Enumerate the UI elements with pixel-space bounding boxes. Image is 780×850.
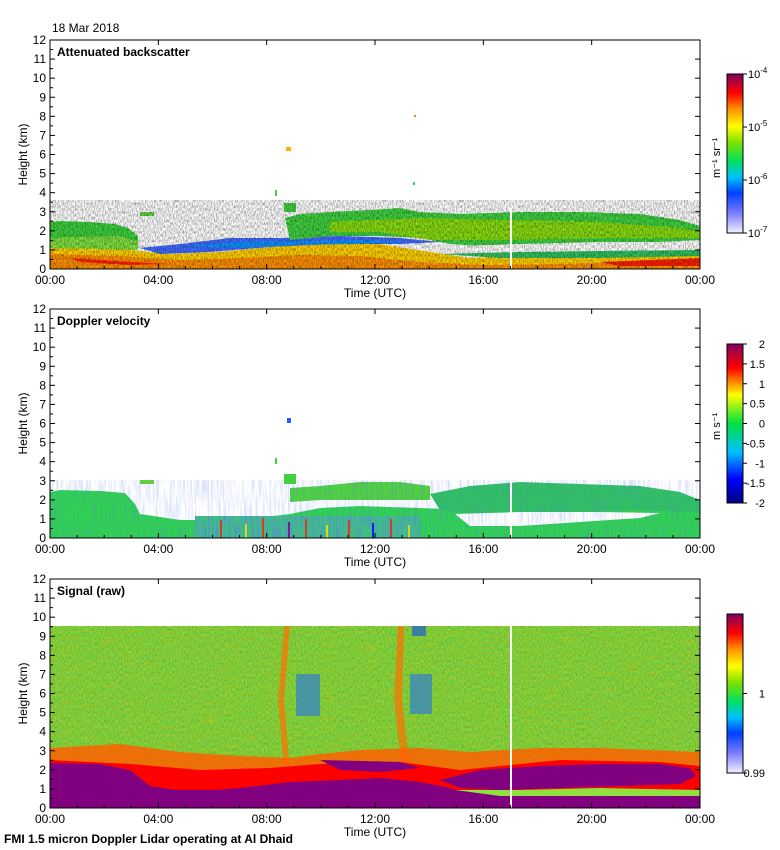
x-tick-label: 16:00 bbox=[468, 812, 498, 826]
y-tick-label: 11 bbox=[34, 52, 47, 66]
y-axis-label: Height (km) bbox=[16, 662, 30, 724]
x-tick-label: 04:00 bbox=[143, 273, 173, 287]
panel-title-backscatter: Attenuated backscatter bbox=[57, 45, 190, 59]
y-tick-label: 6 bbox=[39, 417, 46, 431]
colorbar-label-velocity: m s⁻¹ bbox=[711, 412, 723, 440]
x-tick-label: 00:00 bbox=[685, 812, 715, 826]
colorbar-tick-label: 10-5 bbox=[748, 119, 768, 134]
x-axis-label: Time (UTC) bbox=[344, 825, 406, 839]
y-tick-label: 0 bbox=[39, 801, 46, 815]
y-tick-label: 7 bbox=[39, 397, 46, 411]
colorbar-tick-label: -1 bbox=[755, 458, 765, 470]
y-tick-label: 2 bbox=[39, 224, 46, 238]
panel-title-signal: Signal (raw) bbox=[57, 584, 125, 598]
y-tick-label: 4 bbox=[39, 455, 46, 469]
colorbar-signal bbox=[726, 613, 744, 774]
x-tick-label: 04:00 bbox=[143, 812, 173, 826]
heatmap-backscatter bbox=[50, 115, 700, 269]
x-tick-label: 20:00 bbox=[577, 812, 607, 826]
colorbar-label-backscatter: m⁻¹ sr⁻¹ bbox=[711, 137, 723, 178]
y-tick-label: 10 bbox=[33, 71, 47, 85]
footer-caption: FMI 1.5 micron Doppler Lidar operating a… bbox=[4, 832, 293, 846]
heatmap-velocity bbox=[50, 418, 700, 538]
y-axis-label: Height (km) bbox=[16, 123, 30, 185]
y-tick-label: 9 bbox=[39, 629, 46, 643]
x-tick-label: 04:00 bbox=[143, 542, 173, 556]
y-tick-label: 4 bbox=[39, 725, 46, 739]
x-tick-label: 12:00 bbox=[360, 542, 390, 556]
y-tick-label: 5 bbox=[39, 436, 46, 450]
y-tick-label: 7 bbox=[39, 128, 46, 142]
y-tick-label: 1 bbox=[39, 243, 46, 257]
y-tick-label: 0 bbox=[39, 531, 46, 545]
y-tick-label: 2 bbox=[39, 493, 46, 507]
y-tick-label: 12 bbox=[33, 572, 47, 586]
y-tick-label: 8 bbox=[39, 648, 46, 662]
colorbar-tick-label: 0 bbox=[759, 419, 765, 431]
colorbar-tick-label: 10-7 bbox=[748, 225, 768, 240]
y-tick-label: 3 bbox=[39, 205, 46, 219]
colorbar-tick-label: 0.5 bbox=[750, 399, 765, 411]
y-tick-label: 9 bbox=[39, 90, 46, 104]
y-tick-label: 3 bbox=[39, 744, 46, 758]
colorbar-tick-label: -0.5 bbox=[746, 438, 765, 450]
x-tick-label: 00:00 bbox=[685, 273, 715, 287]
colorbar-tick-label: 2 bbox=[759, 339, 765, 351]
colorbar-tick-label: -1.5 bbox=[746, 478, 765, 490]
x-tick-label: 00:00 bbox=[685, 542, 715, 556]
x-tick-label: 16:00 bbox=[468, 542, 498, 556]
y-tick-label: 10 bbox=[33, 610, 47, 624]
y-tick-label: 8 bbox=[39, 378, 46, 392]
colorbar-backscatter bbox=[726, 73, 744, 234]
x-tick-label: 16:00 bbox=[468, 273, 498, 287]
y-tick-label: 2 bbox=[39, 763, 46, 777]
y-tick-label: 8 bbox=[39, 109, 46, 123]
colorbar-velocity bbox=[726, 343, 744, 504]
heatmap-signal bbox=[50, 626, 700, 808]
y-tick-label: 3 bbox=[39, 474, 46, 488]
y-tick-label: 0 bbox=[39, 262, 46, 276]
y-tick-label: 1 bbox=[39, 512, 46, 526]
x-tick-label: 12:00 bbox=[360, 812, 390, 826]
y-tick-label: 4 bbox=[39, 186, 46, 200]
y-tick-label: 6 bbox=[39, 687, 46, 701]
y-tick-label: 12 bbox=[33, 302, 47, 316]
y-tick-label: 11 bbox=[34, 321, 47, 335]
y-tick-label: 12 bbox=[33, 33, 47, 47]
y-tick-label: 1 bbox=[39, 782, 46, 796]
y-tick-label: 5 bbox=[39, 706, 46, 720]
x-tick-label: 00:00 bbox=[35, 273, 65, 287]
y-tick-label: 7 bbox=[39, 667, 46, 681]
y-axis-label: Height (km) bbox=[16, 392, 30, 454]
date-label: 18 Mar 2018 bbox=[52, 21, 120, 35]
colorbar-tick-label: 10-4 bbox=[748, 66, 768, 81]
y-tick-label: 6 bbox=[39, 148, 46, 162]
colorbar-tick-label: 1 bbox=[759, 379, 765, 391]
x-tick-label: 20:00 bbox=[577, 542, 607, 556]
x-tick-label: 08:00 bbox=[252, 812, 282, 826]
x-tick-label: 20:00 bbox=[577, 273, 607, 287]
x-tick-label: 08:00 bbox=[252, 542, 282, 556]
colorbar-tick-label: -2 bbox=[755, 498, 765, 510]
x-axis-label: Time (UTC) bbox=[344, 555, 406, 569]
colorbar-tick-label: 0.99 bbox=[744, 768, 765, 780]
x-tick-label: 00:00 bbox=[35, 812, 65, 826]
x-tick-label: 12:00 bbox=[360, 273, 390, 287]
colorbar-tick-label: 10-6 bbox=[748, 172, 768, 187]
y-tick-label: 5 bbox=[39, 167, 46, 181]
x-axis-label: Time (UTC) bbox=[344, 286, 406, 300]
y-tick-label: 9 bbox=[39, 359, 46, 373]
x-tick-label: 08:00 bbox=[252, 273, 282, 287]
x-tick-label: 00:00 bbox=[35, 542, 65, 556]
y-tick-label: 10 bbox=[33, 340, 47, 354]
y-tick-label: 11 bbox=[34, 591, 47, 605]
colorbar-tick-label: 1 bbox=[759, 689, 765, 701]
colorbar-tick-label: 1.5 bbox=[750, 359, 765, 371]
panel-title-velocity: Doppler velocity bbox=[57, 314, 151, 328]
